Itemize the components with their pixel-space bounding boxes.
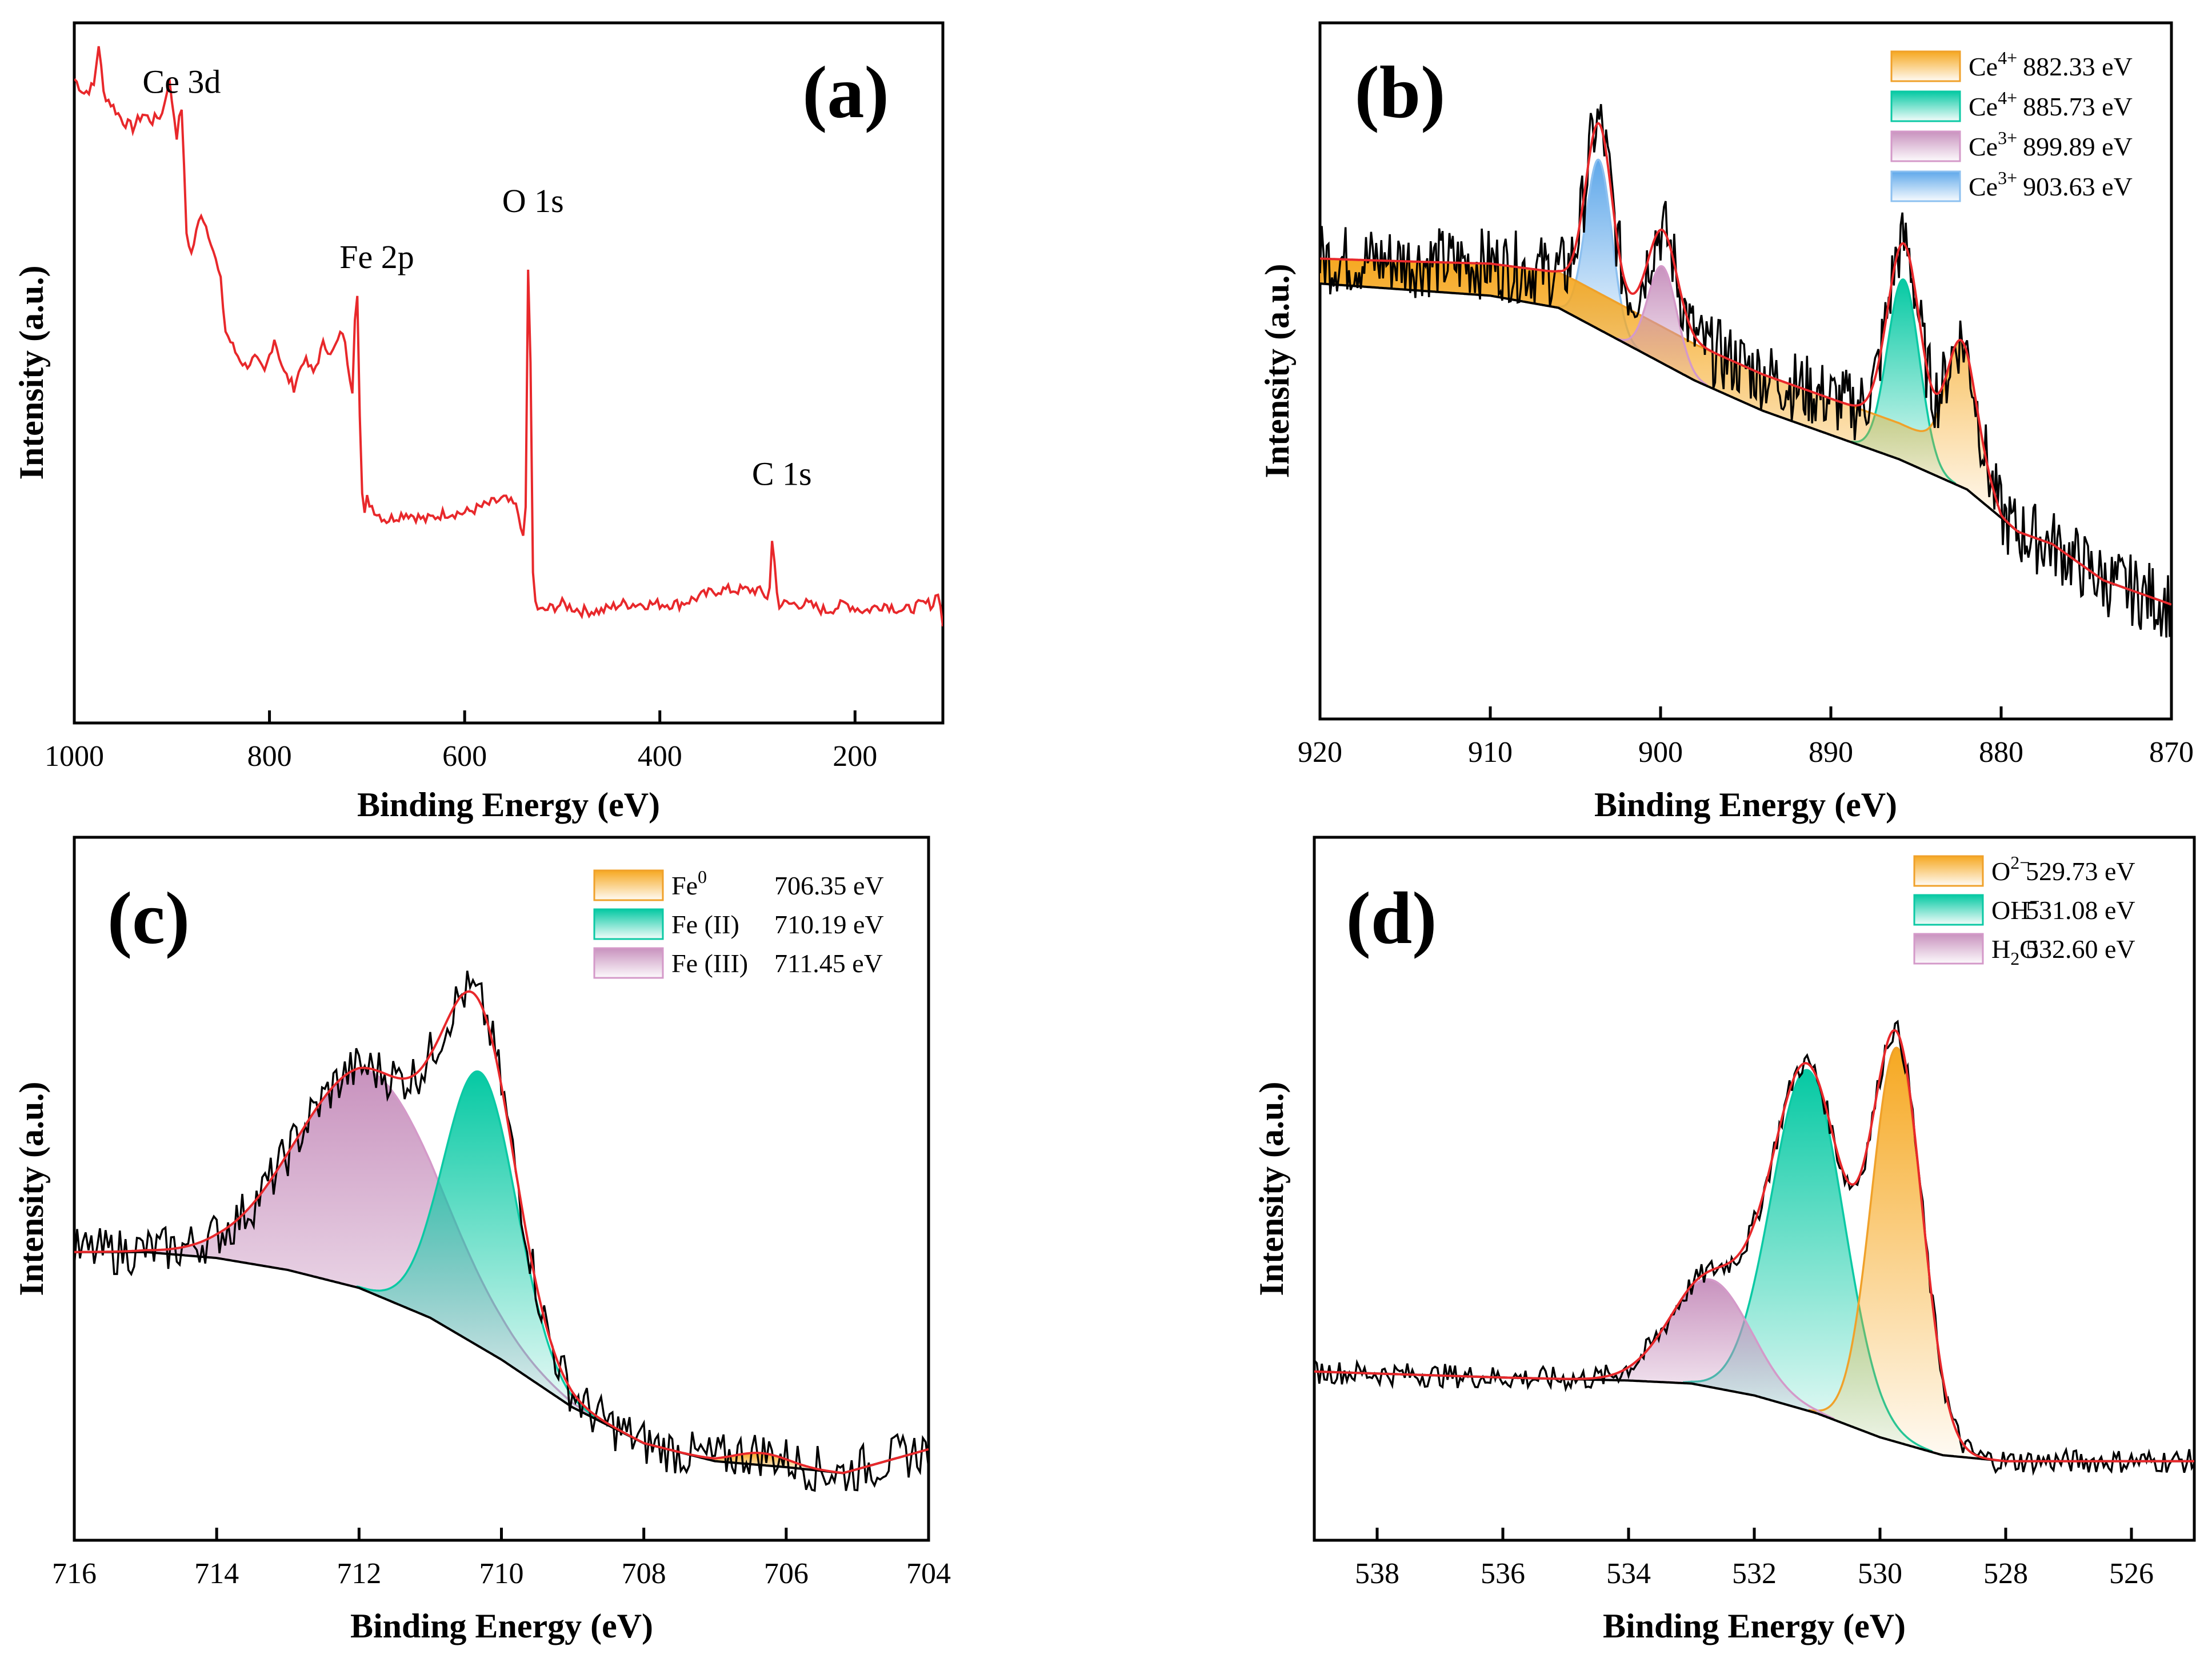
legend-entry: H2O xyxy=(1991,934,2038,969)
x-tick-label: 870 xyxy=(2149,736,2194,769)
x-tick-label: 716 xyxy=(52,1557,97,1590)
x-tick-label: 910 xyxy=(1468,736,1513,769)
x-tick-label: 534 xyxy=(1606,1557,1651,1590)
x-tick-label: 600 xyxy=(442,740,487,773)
legend-swatch-green xyxy=(1913,894,1984,926)
legend-value: 532.60 eV xyxy=(2026,934,2135,964)
legend-swatch-orange xyxy=(1913,855,1984,887)
legend-entry: Fe (II) xyxy=(671,910,739,939)
raw-data-line xyxy=(74,970,929,1492)
x-tick-label: 704 xyxy=(906,1557,951,1590)
legend-entry: O2− xyxy=(1991,852,2030,886)
y-axis-label: Intensity (a.u.) xyxy=(1258,263,1296,478)
legend-swatch-purple xyxy=(1913,933,1984,965)
panel-b-ce3d: 920 910 900 890 880 870 (b) Ce4+ 882.33 eVCe4+… xyxy=(1258,21,2194,824)
panel-label: (a) xyxy=(802,51,889,134)
panel-c-fe2p: 716 714 712 710 708 706 704 (c) Fe0 706.35 eVFe… xyxy=(13,836,951,1645)
x-axis-label: Binding Energy (eV) xyxy=(357,786,660,824)
legend-swatch-green xyxy=(593,908,664,940)
raw-data-line xyxy=(1320,104,2171,638)
legend-swatch-purple xyxy=(593,947,664,979)
x-tick-label: 880 xyxy=(1979,736,2023,769)
legend-value: 710.19 eV xyxy=(774,910,884,939)
peak-annotation: O 1s xyxy=(502,182,564,219)
legend-swatch-green xyxy=(1890,90,1961,122)
legend-entry: OH− xyxy=(1991,891,2040,925)
x-axis-label: Binding Energy (eV) xyxy=(350,1607,653,1645)
panel-label: (b) xyxy=(1355,51,1446,134)
x-tick-label: 538 xyxy=(1355,1557,1399,1590)
fit-envelope-line xyxy=(74,990,929,1475)
legend: Ce4+ 882.33 eV Ce4+ 885.73 eV Ce3+ 899.89 eV C… xyxy=(1890,47,2133,202)
legend-entry: Ce4+ 885.73 eV xyxy=(1969,87,2133,121)
y-axis-label: Intensity (a.u.) xyxy=(13,1081,50,1296)
x-tick-label: 920 xyxy=(1298,736,1342,769)
peak-annotation: Fe 2p xyxy=(339,238,414,275)
x-tick-label: 710 xyxy=(479,1557,524,1590)
legend-swatch-purple xyxy=(1890,130,1961,162)
peak-annotation: C 1s xyxy=(752,456,812,493)
peak-annotation: Ce 3d xyxy=(142,63,221,101)
x-tick-label: 714 xyxy=(194,1557,239,1590)
x-tick-label: 528 xyxy=(1983,1557,2028,1590)
x-tick-label: 536 xyxy=(1481,1557,1525,1590)
legend-entry: Ce4+ 882.33 eV xyxy=(1969,47,2133,81)
x-axis-label: Binding Energy (eV) xyxy=(1603,1607,1906,1645)
x-tick-label: 706 xyxy=(764,1557,809,1590)
panel-label: (d) xyxy=(1346,877,1437,960)
x-tick-label: 532 xyxy=(1732,1557,1777,1590)
legend-entry: Fe0 xyxy=(671,866,707,900)
y-axis-label: Intensity (a.u.) xyxy=(1253,1081,1290,1296)
x-tick-label: 712 xyxy=(337,1557,381,1590)
x-tick-label: 526 xyxy=(2109,1557,2154,1590)
legend-swatch-blue xyxy=(1890,170,1961,202)
x-tick-label: 200 xyxy=(833,740,877,773)
legend-value: 529.73 eV xyxy=(2026,857,2135,886)
x-axis-label: Binding Energy (eV) xyxy=(1594,786,1897,824)
raw-data-line xyxy=(1314,1020,2194,1476)
fit-envelope-line xyxy=(1320,122,2171,606)
y-axis-label: Intensity (a.u.) xyxy=(13,265,50,480)
x-tick-label: 400 xyxy=(638,740,682,773)
legend-entry: Ce3+ 899.89 eV xyxy=(1969,127,2133,161)
x-tick-label: 890 xyxy=(1809,736,1853,769)
legend-swatch-orange xyxy=(593,869,664,901)
background-line xyxy=(74,1251,929,1475)
x-tick-label: 708 xyxy=(622,1557,666,1590)
survey-line xyxy=(74,46,943,627)
legend-value: 531.08 eV xyxy=(2026,896,2135,925)
plot-frame xyxy=(1318,21,2173,721)
legend: Fe0 706.35 eV Fe (II) 710.19 eV Fe (III) 711.… xyxy=(593,866,884,979)
x-tick-label: 900 xyxy=(1638,736,1683,769)
x-tick-label: 1000 xyxy=(45,740,104,773)
legend-swatch-orange xyxy=(1890,50,1961,82)
legend-value: 706.35 eV xyxy=(774,871,884,900)
plot-frame xyxy=(73,21,945,725)
panel-d-o1s: 538 536 534 532 530 528 526 (d) O2−529.73 eV OH… xyxy=(1253,836,2196,1645)
legend-entry: Fe (III) xyxy=(671,949,748,978)
fit-envelope-line xyxy=(1314,1029,2194,1463)
x-tick-label: 800 xyxy=(247,740,292,773)
legend-entry: Ce3+ 903.63 eV xyxy=(1969,167,2133,201)
legend-value: 711.45 eV xyxy=(774,949,883,978)
x-tick-label: 530 xyxy=(1858,1557,1902,1590)
panel-label: (c) xyxy=(107,877,190,960)
